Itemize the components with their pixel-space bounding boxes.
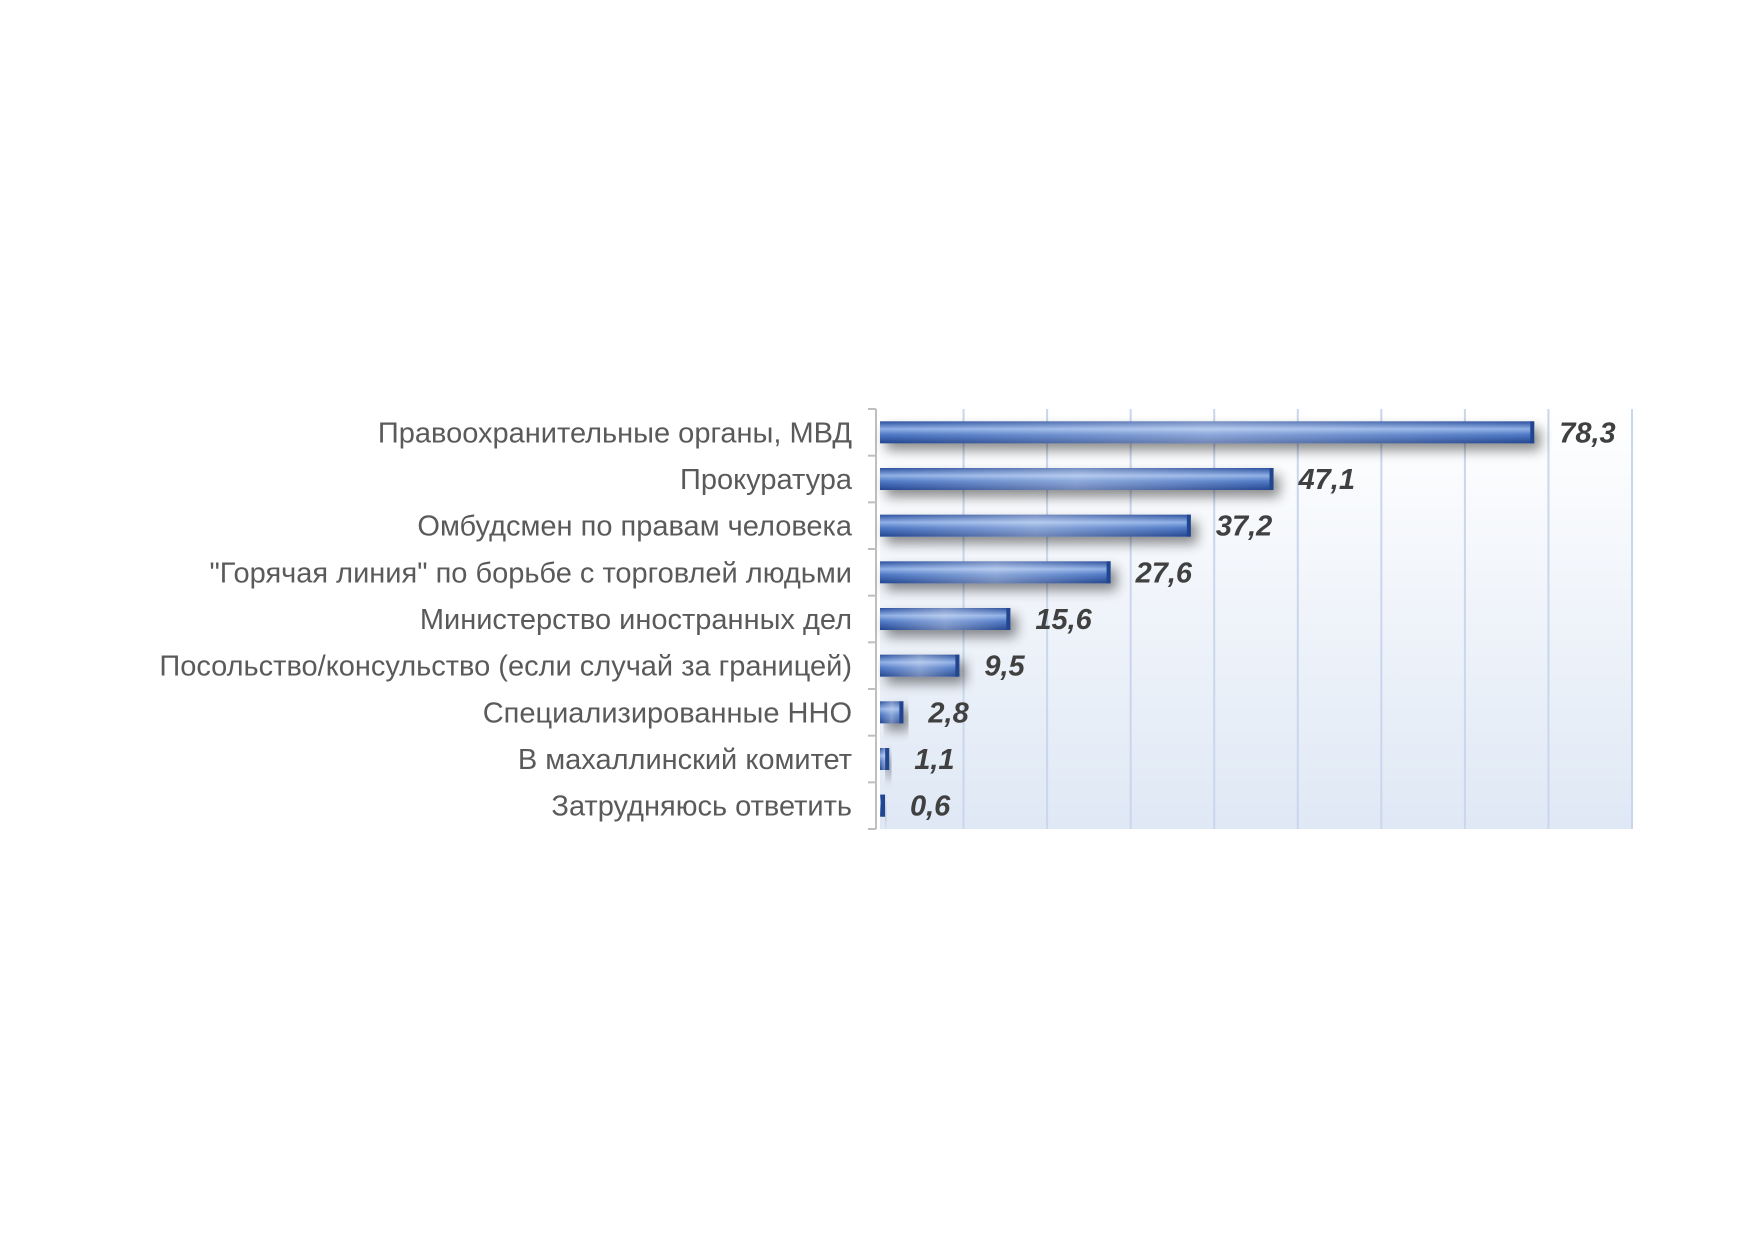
bar-end-cap: [899, 701, 904, 724]
bar-end-cap: [1530, 421, 1535, 444]
category-label: Прокуратура: [680, 464, 853, 496]
bar-end-cap: [881, 794, 886, 817]
category-label: Посольство/консульство (если случай за г…: [159, 651, 852, 683]
bar-end-cap: [1186, 514, 1191, 537]
bar: [880, 421, 1535, 444]
category-label: "Горячая линия" по борьбе с торговлей лю…: [209, 557, 852, 589]
bar-highlight: [880, 748, 890, 770]
bar-end-cap: [885, 748, 890, 770]
category-label: Правоохранительные органы, МВД: [378, 417, 852, 449]
data-label: 9,5: [984, 651, 1025, 683]
category-label: Министерство иностранных дел: [420, 604, 852, 636]
bar: [880, 748, 890, 770]
bar-end-cap: [1106, 561, 1111, 584]
data-label: 2,8: [927, 697, 969, 729]
data-label: 27,6: [1135, 557, 1193, 589]
data-labels: 78,3 47,1 37,2 27,6 15,6 9,5 2,8 1,1 0,6: [910, 417, 1616, 822]
bar: [880, 654, 960, 677]
bar-highlight: [880, 514, 1191, 537]
bar-highlight: [880, 561, 1111, 584]
bar-end-cap: [1006, 608, 1011, 630]
category-labels: Правоохранительные органы, МВД Прокуратур…: [159, 417, 853, 822]
category-label: Омбудсмен по правам человека: [417, 511, 852, 543]
bar-end-cap: [1269, 468, 1274, 490]
category-label: Специализированные ННО: [483, 697, 852, 729]
bar: [880, 561, 1111, 584]
category-label: Затрудняюсь ответить: [551, 791, 852, 823]
bars: [880, 421, 1535, 817]
bar-highlight: [880, 654, 960, 677]
category-label: В махаллинский комитет: [518, 744, 852, 776]
data-label: 37,2: [1216, 511, 1272, 543]
data-label: 1,1: [914, 744, 954, 776]
data-label: 78,3: [1559, 417, 1615, 449]
bar-highlight: [880, 421, 1535, 444]
bar: [880, 608, 1011, 630]
bar: [880, 514, 1191, 537]
category-axis-ticks: [868, 408, 876, 830]
bar: [880, 468, 1274, 490]
bar-highlight: [880, 701, 904, 724]
bar: [880, 794, 886, 817]
bar-highlight: [880, 468, 1274, 490]
bar: [880, 701, 904, 724]
bar-highlight: [880, 608, 1011, 630]
data-label: 0,6: [910, 791, 951, 823]
bar-end-cap: [955, 654, 960, 677]
data-label: 47,1: [1298, 464, 1355, 496]
data-label: 15,6: [1035, 604, 1092, 636]
